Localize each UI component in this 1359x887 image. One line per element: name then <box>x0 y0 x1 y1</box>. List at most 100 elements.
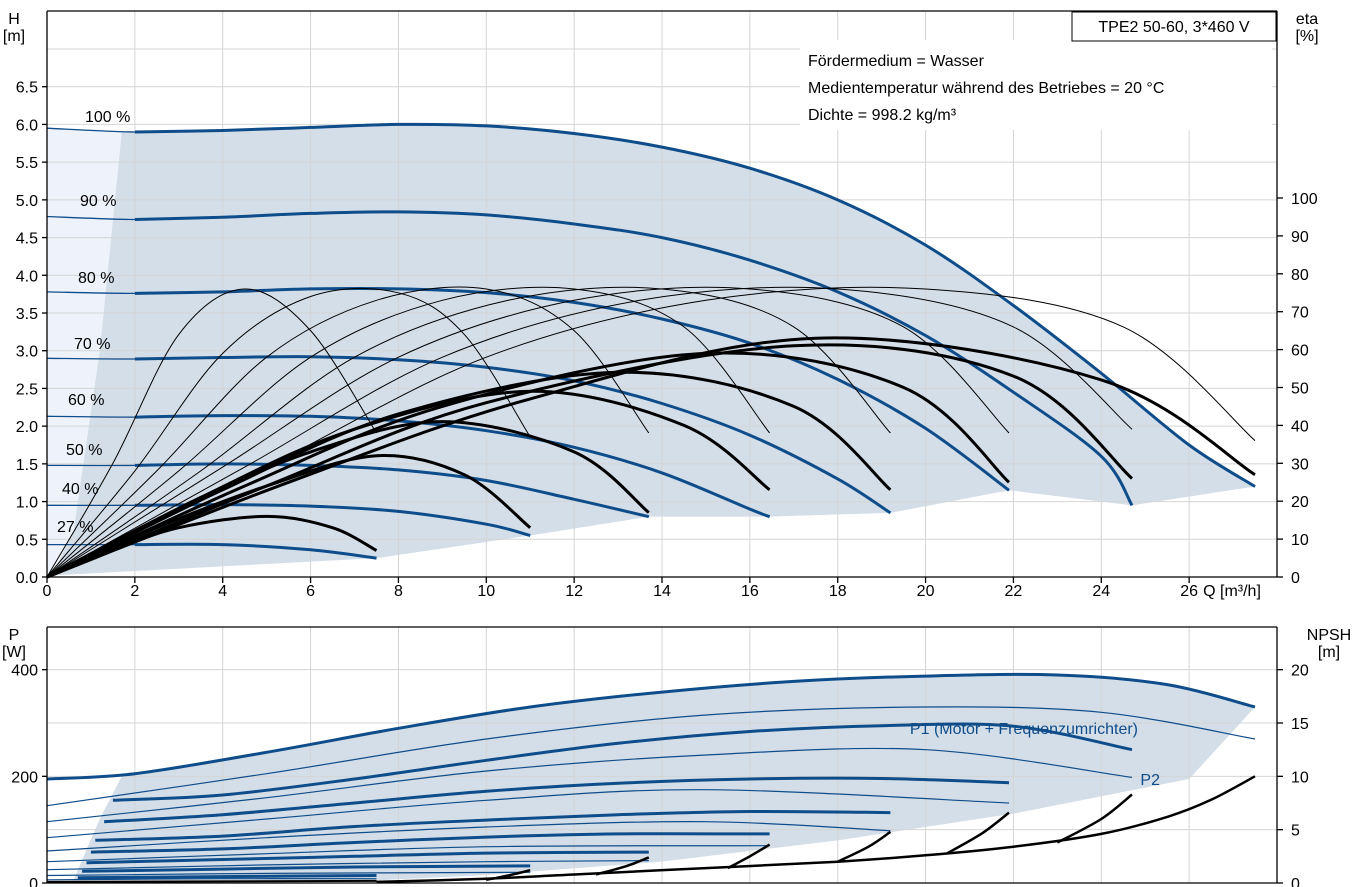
p1-curve <box>86 850 649 865</box>
eta-curve-bold <box>46 336 1256 579</box>
head-curve <box>134 542 377 560</box>
npsh-tick-label: 5 <box>1291 823 1300 840</box>
npsh-curve <box>376 775 1256 884</box>
eta-tick-label: 60 <box>1291 343 1309 360</box>
x-tick-label: 20 <box>917 583 935 600</box>
y-axis-label-h: H [m] <box>3 11 25 45</box>
eta-curve <box>46 286 770 578</box>
x-tick-label: 24 <box>1092 583 1110 600</box>
chart-title: TPE2 50-60, 3*460 V <box>1098 19 1250 36</box>
speed-label: 90 % <box>80 193 116 210</box>
p2-curve <box>46 706 1256 807</box>
title-box <box>1071 11 1277 42</box>
x-tick-label: 16 <box>741 583 759 600</box>
p-tick-label: 200 <box>11 769 38 786</box>
eta-curve-bold <box>46 389 771 579</box>
eta-tick-label: 70 <box>1291 305 1309 322</box>
y-tick-label: 5.0 <box>16 193 38 210</box>
p1-label: P1 (Motor + Frequenzumrichter) <box>910 721 1138 738</box>
speed-label: 80 % <box>78 270 114 287</box>
p2-curve <box>46 860 649 871</box>
eta-tick-label: 100 <box>1291 191 1318 208</box>
eta-tick-label: 40 <box>1291 418 1309 435</box>
info-line: Fördermedium = Wasser <box>808 53 985 70</box>
npsh-tick-label: 20 <box>1291 663 1309 680</box>
x-tick-label: 22 <box>1005 583 1023 600</box>
eta-tick-label: 20 <box>1291 494 1309 511</box>
head-curve <box>134 503 531 537</box>
bottom-chart: P1 (Motor + Frequenzumrichter) P2 0 200 400 0… <box>11 626 1309 887</box>
y-tick-label: 2.5 <box>16 381 38 398</box>
y2-axis-label-npsh: NPSH [m] <box>1307 627 1351 661</box>
p1-curve <box>90 832 770 854</box>
y-tick-label: 2.0 <box>16 419 38 436</box>
y-tick-label: 3.0 <box>16 344 38 361</box>
p-tick-label: 0 <box>29 876 38 887</box>
p1-curve <box>46 672 1256 781</box>
p2-curve <box>46 845 770 863</box>
y-tick-label: 5.5 <box>16 155 38 172</box>
eta-curve <box>46 288 377 578</box>
npsh-curve <box>595 856 650 876</box>
power-range-area <box>73 675 1256 881</box>
eta-tick-label: 10 <box>1291 532 1309 549</box>
head-curve <box>134 286 1010 492</box>
eta-tick-label: 90 <box>1291 229 1309 246</box>
x-tick-label: 26 <box>1180 583 1198 600</box>
p1-curve <box>77 874 377 880</box>
eta-curve <box>46 286 1010 578</box>
eta-curve-bold <box>46 343 1133 579</box>
eta-curve <box>46 286 650 578</box>
info-line: Dichte = 998.2 kg/m³ <box>808 107 957 124</box>
y-tick-label: 1.0 <box>16 495 38 512</box>
p2-label: P2 <box>1140 772 1160 789</box>
info-box-bg <box>800 40 1272 130</box>
eta-tick-label: 30 <box>1291 456 1309 473</box>
speed-label: 70 % <box>74 336 110 353</box>
x-tick-label: 4 <box>218 583 227 600</box>
eta-tick-label: 0 <box>1291 570 1300 587</box>
y-tick-label: 1.5 <box>16 457 38 474</box>
p2-curve <box>46 747 1133 823</box>
y-tick-label: 6.0 <box>16 117 38 134</box>
npsh-baseline <box>46 879 377 883</box>
npsh-curve <box>837 830 892 863</box>
y2-axis-label-eta: eta [%] <box>1295 11 1318 45</box>
p-tick-label: 400 <box>11 663 38 680</box>
y-tick-label: 0.0 <box>16 570 38 587</box>
speed-label: 60 % <box>68 392 104 409</box>
npsh-tick-label: 15 <box>1291 716 1309 733</box>
x-tick-label: 0 <box>43 583 52 600</box>
operating-range-area <box>51 124 1256 576</box>
eta-curve <box>46 286 1133 578</box>
x-tick-label: 6 <box>306 583 315 600</box>
info-line: Medientemperatur während des Betriebes =… <box>808 80 1164 97</box>
p1-curve <box>95 809 891 842</box>
x-tick-label: 8 <box>394 583 403 600</box>
y-tick-label: 3.5 <box>16 306 38 323</box>
npsh-curve <box>727 843 771 870</box>
y-tick-label: 6.5 <box>16 80 38 97</box>
y-axis-label-p: P [W] <box>2 627 26 661</box>
eta-curve-bold <box>46 370 892 579</box>
eta-tick-label: 80 <box>1291 267 1309 284</box>
p1-curve <box>104 776 1010 824</box>
eta-curve-bold <box>46 351 1011 579</box>
npsh-curve <box>1056 793 1133 844</box>
y-tick-label: 4.5 <box>16 231 38 248</box>
head-curve <box>134 355 892 515</box>
head-curve <box>134 122 1256 488</box>
head-curve <box>134 210 1134 507</box>
p2-curve <box>46 821 891 852</box>
p1-curve <box>82 864 531 873</box>
x-axis-label: Q [m³/h] <box>1203 583 1261 600</box>
npsh-tick-label: 0 <box>1291 876 1300 887</box>
eta-curve <box>46 286 891 578</box>
speed-label: 40 % <box>62 481 98 498</box>
speed-label: 50 % <box>66 442 102 459</box>
x-tick-label: 14 <box>653 583 671 600</box>
top-grid <box>47 11 1277 577</box>
x-tick-label: 12 <box>565 583 583 600</box>
head-curve <box>134 462 650 519</box>
